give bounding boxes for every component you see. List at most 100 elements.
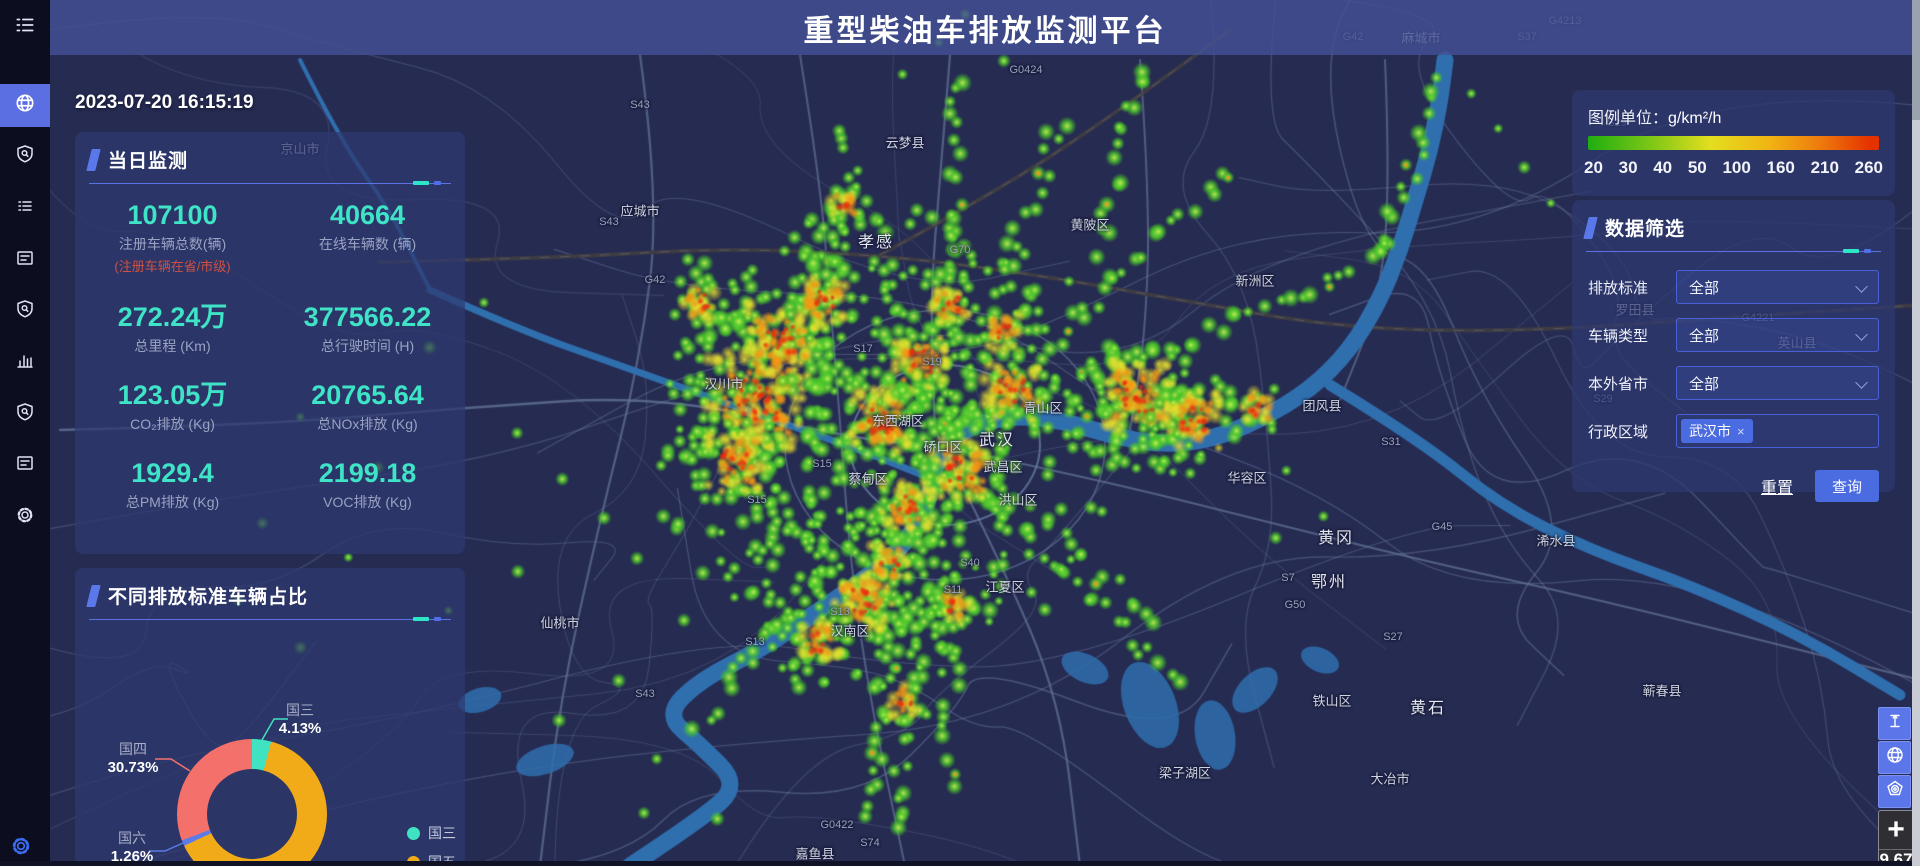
map-tool-buttons — [1878, 707, 1911, 809]
settings-gear-icon — [15, 505, 35, 530]
sidebar-item-inspection[interactable] — [0, 290, 50, 333]
sidebar-item-supervision[interactable] — [0, 135, 50, 178]
list-icon — [15, 196, 35, 221]
stat-value: 20765.64 — [311, 380, 424, 410]
title-dash-teal — [413, 617, 429, 621]
measure-tool-button[interactable] — [1878, 707, 1911, 740]
stat-value: 107100 — [127, 200, 218, 230]
timestamp: 2023-07-20 16:15:19 — [75, 92, 254, 113]
stat-label: 总NOx排放 (Kg) — [317, 416, 418, 433]
stat-value: 377566.22 — [303, 302, 432, 332]
panel-filter-title: 数据筛选 — [1605, 219, 1686, 240]
filter-row: 排放标准 全部 — [1588, 270, 1879, 304]
filter-label: 排放标准 — [1588, 279, 1649, 297]
stat-label: 在线车辆数 (辆) — [318, 236, 417, 253]
donut-legend-item[interactable]: 国三 — [407, 823, 456, 843]
bar-chart-icon — [15, 350, 35, 375]
heat-tick: 30 — [1618, 158, 1638, 177]
shield-search-icon — [15, 144, 35, 169]
panel-today-title: 当日监测 — [108, 151, 189, 172]
heat-tick: 20 — [1584, 158, 1603, 177]
filter-select-本外省市[interactable]: 全部 — [1676, 366, 1879, 400]
sidebar-item-list[interactable] — [0, 187, 50, 230]
title-dash-blue — [434, 181, 441, 185]
filter-label: 本外省市 — [1588, 375, 1649, 393]
sidebar-item-audit[interactable] — [0, 393, 50, 436]
reset-button[interactable]: 重置 — [1760, 480, 1793, 497]
heat-tick: 260 — [1854, 158, 1883, 177]
region-input[interactable]: 武汉市 × — [1676, 414, 1879, 448]
filter-select-排放标准[interactable]: 全部 — [1676, 270, 1879, 304]
panel-emission-share-title: 不同排放标准车辆占比 — [108, 587, 309, 608]
menu-icon — [14, 14, 36, 41]
filter-row: 车辆类型 全部 — [1588, 318, 1879, 352]
legend-dot-icon — [407, 855, 420, 866]
chevron-down-icon — [1855, 280, 1868, 293]
query-button[interactable]: 查询 — [1815, 470, 1879, 502]
stat-label: 注册车辆总数(辆) — [118, 236, 227, 253]
filter-select-车辆类型[interactable]: 全部 — [1676, 318, 1879, 352]
filter-rows: 排放标准 全部 车辆类型 全部 本外省市 全部 行政区域 武汉市 × — [1572, 252, 1895, 448]
shield-search-icon — [15, 402, 35, 427]
sidebar — [0, 0, 50, 866]
stat-label: 总行驶时间 (H) — [320, 338, 415, 355]
heat-tick: 160 — [1766, 158, 1795, 177]
sidebar-item-records[interactable] — [0, 239, 50, 282]
stat-cell: 2199.18 VOC排放 (Kg) — [270, 458, 465, 536]
filter-select-value: 全部 — [1689, 279, 1720, 297]
sidebar-item-reports[interactable] — [0, 444, 50, 487]
stat-cell: 1929.4 总PM排放 (Kg) — [75, 458, 270, 536]
stat-value: 272.24万 — [117, 302, 228, 332]
filter-label: 车辆类型 — [1588, 327, 1649, 345]
app-header: 重型柴油车排放监测平台 — [50, 0, 1920, 55]
panel-heat-legend: 图例单位：g/km²/h 20 30 40 50 100 160 210 260 — [1572, 90, 1895, 196]
globe-icon — [1885, 745, 1905, 770]
sidebar-item-statistics[interactable] — [0, 341, 50, 384]
stat-value: 2199.18 — [318, 458, 417, 488]
donut-legend: 国三国五国六国四 — [407, 823, 456, 866]
sidebar-item-settings[interactable] — [0, 496, 50, 539]
heat-legend-label: 图例单位： — [1588, 110, 1669, 127]
donut-callout-name: 国六 — [118, 830, 146, 846]
heat-tick: 100 — [1722, 158, 1751, 177]
stat-value: 40664 — [329, 200, 406, 230]
panel-emission-share: 不同排放标准车辆占比 国三4.13%国五63.88%国六1.26%国四30.73… — [75, 568, 465, 866]
heat-gradient-bar — [1588, 136, 1879, 150]
filter-label: 行政区域 — [1588, 423, 1649, 441]
title-dash-blue — [434, 617, 441, 621]
stat-label: 总PM排放 (Kg) — [125, 494, 220, 511]
panel-filter: 数据筛选 排放标准 全部 车辆类型 全部 本外省市 全部 行政区域 武汉市 × 重置 查询 — [1572, 200, 1895, 502]
page-title: 重型柴油车排放监测平台 — [803, 14, 1167, 48]
chevron-down-icon — [1855, 376, 1868, 389]
region-tag[interactable]: 武汉市 × — [1681, 419, 1753, 443]
panel-emission-share-header: 不同排放标准车辆占比 — [86, 582, 451, 621]
bottom-gear-icon[interactable] — [10, 835, 32, 862]
filter-row: 行政区域 武汉市 × — [1588, 414, 1879, 448]
horizontal-scrollbar-track[interactable] — [0, 861, 1912, 866]
title-dash-teal — [413, 181, 429, 185]
stat-label: 总里程 (Km) — [134, 338, 211, 355]
panel-today-header: 当日监测 — [86, 146, 451, 185]
donut-callout-国三: 国三 4.13% — [260, 702, 340, 738]
legend-dot-icon — [407, 826, 420, 840]
legend-label: 国三 — [428, 825, 456, 841]
vertical-scrollbar[interactable] — [1912, 0, 1920, 866]
sidebar-item-map[interactable] — [0, 84, 50, 127]
donut-callout-国六: 国六 1.26% — [92, 830, 172, 866]
card-list-icon — [15, 453, 35, 478]
stats-grid: 107100 注册车辆总数(辆) (注册车辆在省/市级) 40664 在线车辆数 (辆)… — [75, 184, 465, 536]
heat-ticks: 20 30 40 50 100 160 210 260 — [1584, 158, 1883, 178]
heat-legend-title: 图例单位：g/km²/h — [1588, 104, 1879, 128]
pentagon-layer-icon — [1885, 779, 1905, 804]
globe-view-button[interactable] — [1878, 741, 1911, 774]
stat-note: (注册车辆在省/市级) — [114, 259, 231, 275]
heat-tick: 210 — [1810, 158, 1839, 177]
remove-tag-icon[interactable]: × — [1737, 423, 1745, 439]
globe-icon — [14, 92, 36, 119]
zoom-in-button[interactable]: + — [1879, 811, 1913, 850]
scrollbar-thumb[interactable] — [1912, 0, 1920, 120]
sidebar-menu-button[interactable] — [0, 6, 50, 49]
layer-3d-button[interactable] — [1878, 775, 1911, 808]
donut-callout-value: 30.73% — [107, 758, 159, 776]
card-list-icon — [15, 248, 35, 273]
